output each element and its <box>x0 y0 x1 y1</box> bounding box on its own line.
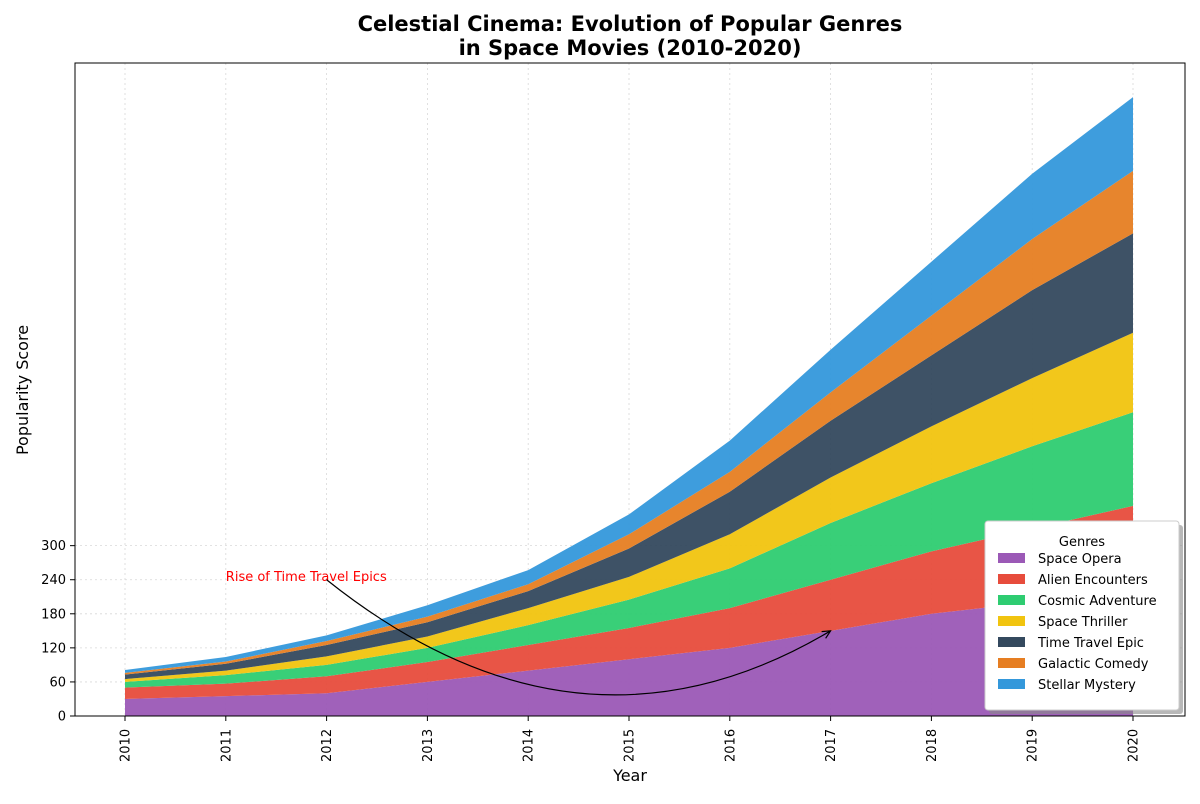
legend-swatch-galactic-comedy <box>998 658 1025 668</box>
legend-title: Genres <box>1059 535 1105 550</box>
y-tick-label: 300 <box>41 539 66 554</box>
chart-title-line2: in Space Movies (2010-2020) <box>459 36 802 60</box>
x-tick-label: 2018 <box>925 729 940 762</box>
legend-label-alien-encounters: Alien Encounters <box>1038 573 1148 588</box>
annotation-arrowhead <box>821 630 832 639</box>
legend-swatch-cosmic-adventure <box>998 595 1025 605</box>
x-tick-label: 2010 <box>119 729 134 762</box>
legend-swatch-time-travel-epic <box>998 637 1025 647</box>
legend-swatch-space-thriller <box>998 616 1025 626</box>
y-axis-label: Popularity Score <box>13 325 32 455</box>
legend-swatch-alien-encounters <box>998 574 1025 584</box>
x-tick-label: 2020 <box>1127 729 1142 762</box>
legend-box <box>984 520 1180 711</box>
legend-label-time-travel-epic: Time Travel Epic <box>1037 636 1144 651</box>
legend-label-space-thriller: Space Thriller <box>1038 615 1128 630</box>
y-tick-label: 240 <box>41 573 66 588</box>
chart-title-line1: Celestial Cinema: Evolution of Popular G… <box>358 12 903 36</box>
legend-label-galactic-comedy: Galactic Comedy <box>1038 657 1149 672</box>
annotation-group: Rise of Time Travel Epics <box>226 570 832 696</box>
x-axis-label: Year <box>612 766 647 785</box>
area-alien-encounters <box>125 505 1133 699</box>
area-series-group <box>125 97 1133 716</box>
area-cosmic-adventure <box>125 412 1133 688</box>
y-tick-label: 0 <box>58 710 66 725</box>
x-tick-label: 2014 <box>522 729 537 762</box>
legend: Genres Space Opera Alien Encounters Cosmic … <box>984 520 1183 714</box>
y-tick-label: 120 <box>41 641 66 656</box>
legend-label-stellar-mystery: Stellar Mystery <box>1038 678 1136 693</box>
x-tick-label: 2019 <box>1026 729 1041 762</box>
plot-frame <box>74 62 1186 717</box>
annotation-arrow <box>326 579 831 696</box>
x-tick-label: 2016 <box>723 729 738 762</box>
legend-label-space-opera: Space Opera <box>1038 552 1122 567</box>
x-tick-label: 2015 <box>623 729 638 762</box>
annotation-text: Rise of Time Travel Epics <box>226 570 387 585</box>
y-tick-label: 180 <box>41 607 66 622</box>
x-tick-label: 2017 <box>824 729 839 762</box>
x-tick-label: 2013 <box>421 729 436 762</box>
x-tick-label: 2011 <box>219 729 234 762</box>
legend-label-cosmic-adventure: Cosmic Adventure <box>1038 594 1157 609</box>
legend-swatch-stellar-mystery <box>998 679 1025 689</box>
legend-swatch-space-opera <box>998 553 1025 563</box>
axes: 0 60 120 180 240 300 2010 2011 2012 2013 2014 2015 2… <box>41 62 1186 762</box>
x-tick-label: 2012 <box>320 729 335 762</box>
y-tick-label: 60 <box>49 675 66 690</box>
